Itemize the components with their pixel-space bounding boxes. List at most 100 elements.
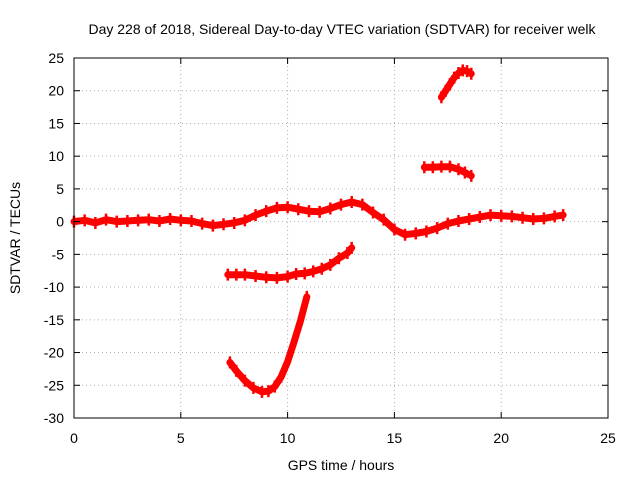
data-point [273, 271, 280, 284]
data-point [455, 214, 462, 227]
series-deep-dip [226, 293, 311, 396]
data-point [391, 223, 398, 236]
data-point [124, 214, 131, 227]
data-point [348, 241, 355, 254]
axis-ticks: 0 5 10 15 20 25 -30 -25 -20 -15 -10 -5 0 5 10 15 20 25 [44, 50, 616, 446]
data-point [344, 247, 351, 260]
data-point [220, 218, 227, 231]
y-tick-label: 5 [56, 181, 64, 197]
y-tick-label: -25 [44, 377, 64, 393]
data-point [327, 258, 334, 271]
data-point [519, 211, 526, 224]
y-tick-label: -5 [52, 246, 65, 262]
data-point [444, 217, 451, 230]
data-point [177, 214, 184, 227]
data-point [310, 265, 317, 278]
data-point [412, 227, 419, 240]
data-point [421, 161, 428, 174]
data-point [468, 67, 475, 80]
y-tick-label: 20 [48, 83, 64, 99]
chart-title: Day 228 of 2018, Sidereal Day-to-day VTE… [88, 21, 596, 37]
data-point [402, 228, 409, 241]
y-tick-label: 15 [48, 115, 64, 131]
data-point [327, 202, 334, 215]
y-tick-label: 25 [48, 50, 64, 66]
data-point [442, 84, 449, 97]
data-point [464, 65, 471, 78]
data-point [284, 270, 291, 283]
data-point [263, 205, 270, 218]
data-point [335, 252, 342, 265]
data-point [303, 290, 310, 303]
data-point [434, 222, 441, 235]
x-tick-label: 5 [177, 430, 185, 446]
data-point [233, 268, 240, 281]
data-point [451, 71, 458, 84]
x-tick-label: 20 [493, 430, 509, 446]
data-point [188, 214, 195, 227]
data-point [241, 268, 248, 281]
data-point [263, 271, 270, 284]
data-point [316, 205, 323, 218]
data-point [348, 196, 355, 208]
data-point [438, 91, 445, 104]
data-point [167, 213, 174, 226]
data-series [70, 64, 567, 398]
data-point [461, 166, 468, 179]
y-tick-label: -15 [44, 312, 64, 328]
data-point [468, 169, 475, 182]
data-point [271, 380, 278, 393]
data-point [455, 67, 462, 80]
data-point [295, 203, 302, 216]
data-point [265, 385, 272, 398]
x-tick-label: 10 [280, 430, 296, 446]
data-point [498, 209, 505, 222]
data-point [231, 216, 238, 229]
y-tick-label: 10 [48, 148, 64, 164]
data-point [551, 210, 558, 223]
data-point [540, 212, 547, 225]
data-point [380, 213, 387, 226]
data-point [508, 210, 515, 223]
data-point [258, 385, 265, 398]
data-point [284, 201, 291, 214]
data-point [252, 209, 259, 222]
data-point [199, 217, 206, 230]
data-point [113, 215, 120, 228]
series-minus-8-segment [224, 244, 356, 282]
data-point [241, 374, 248, 387]
data-point [487, 209, 494, 222]
data-point [291, 336, 298, 349]
data-point [156, 214, 163, 227]
data-point [135, 214, 142, 227]
data-point [438, 160, 445, 173]
data-point [278, 370, 285, 383]
grid-lines [74, 58, 608, 418]
y-tick-label: 0 [56, 214, 64, 230]
data-point [466, 213, 473, 226]
x-axis-label: GPS time / hours [288, 457, 395, 473]
data-point [359, 198, 366, 211]
data-point [250, 381, 257, 394]
data-point [224, 268, 231, 281]
data-point [273, 201, 280, 214]
data-point [293, 268, 300, 280]
data-point [226, 356, 233, 369]
data-point [338, 198, 344, 211]
data-point [92, 216, 99, 229]
y-tick-label: -20 [44, 345, 64, 361]
data-point [301, 267, 308, 280]
data-point [318, 262, 325, 275]
x-tick-label: 15 [387, 430, 403, 446]
data-point [284, 355, 291, 368]
y-tick-label: -30 [44, 410, 64, 426]
data-point [209, 219, 216, 232]
data-point [370, 206, 377, 219]
y-tick-label: -10 [44, 279, 64, 295]
x-tick-label: 0 [70, 430, 78, 446]
data-point [297, 315, 304, 328]
x-tick-label: 25 [600, 430, 616, 446]
data-point [423, 225, 430, 238]
data-point [241, 214, 248, 227]
